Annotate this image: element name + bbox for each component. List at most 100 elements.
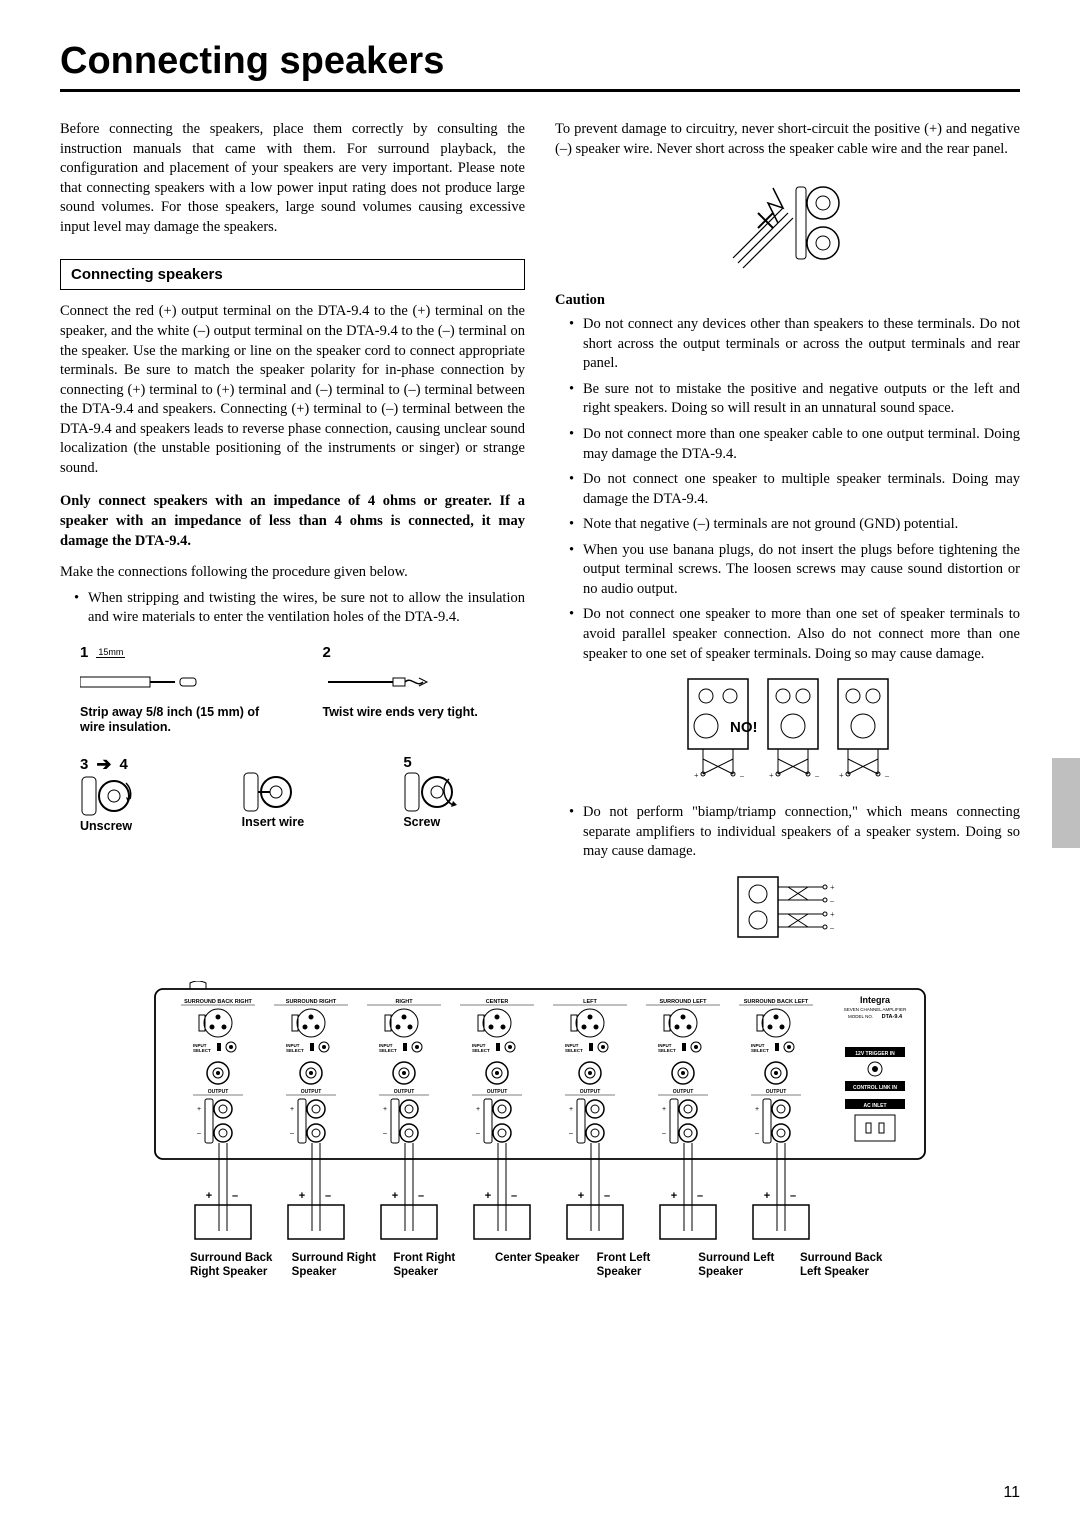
impedance-warning: Only connect speakers with an impedance … [60,492,525,551]
svg-text:+: + [485,1190,491,1202]
no-parallel-figure: NO! [555,674,1020,789]
step-3-figure [80,779,202,813]
svg-text:–: – [790,1190,796,1202]
step-5: 5 Screw [403,754,525,835]
model-no: DTA-9.4 [882,1014,903,1020]
svg-text:–: – [197,1130,201,1137]
svg-text:+: + [290,1106,294,1113]
speaker-labels-row: Surround Back Right Speaker Surround Rig… [190,1251,890,1280]
rear-panel-diagram: SURROUND BACK RIGHT INPUTSELECT OUTPUT +… [60,981,1020,1280]
svg-text:–: – [884,771,890,780]
svg-text:–: – [814,771,820,780]
svg-text:SELECT: SELECT [472,1048,490,1053]
svg-text:+: + [569,1106,573,1113]
procedure-bullet-list: When stripping and twisting the wires, b… [60,589,525,628]
channel-label: LEFT [583,999,597,1005]
section-heading-box: Connecting speakers [60,259,525,290]
svg-text:+: + [755,1106,759,1113]
svg-text:–: – [569,1130,573,1137]
svg-text:SELECT: SELECT [658,1048,676,1053]
svg-text:–: – [604,1190,610,1202]
step-1-figure [80,665,283,699]
step-2-number: 2 [323,644,331,661]
speaker-label: Center Speaker [495,1251,585,1280]
svg-text:–: – [829,923,835,932]
short-circuit-paragraph: To prevent damage to circuitry, never sh… [555,120,1020,159]
brand-label: Integra [860,995,891,1005]
two-column-layout: Before connecting the speakers, place th… [60,120,1020,961]
svg-text:SELECT: SELECT [379,1048,397,1053]
speaker-label: Front Left Speaker [597,1251,687,1280]
step-5-label: Screw [403,815,525,831]
caution-item: Do not connect one speaker to multiple s… [569,470,1020,509]
step-2-label: Twist wire ends very tight. [323,705,526,721]
side-index-tab [1052,758,1080,848]
channel-label: CENTER [486,999,509,1005]
model-no-label: MODEL NO. [848,1014,873,1019]
caution-item: Do not connect one speaker to more than … [569,605,1020,664]
step-1-annotation: 15mm [96,647,125,658]
step-3-label: Unscrew [80,819,202,835]
step-2-figure [323,665,526,699]
intro-paragraph: Before connecting the speakers, place th… [60,120,525,237]
svg-text:+: + [476,1106,480,1113]
svg-text:SELECT: SELECT [565,1048,583,1053]
short-circuit-figure [555,173,1020,278]
svg-text:+: + [383,1106,387,1113]
svg-text:OUTPUT: OUTPUT [394,1089,415,1095]
step-1-number: 1 [80,644,88,661]
svg-text:SELECT: SELECT [193,1048,211,1053]
svg-text:SELECT: SELECT [286,1048,304,1053]
svg-text:+: + [299,1190,305,1202]
channel-label: SURROUND BACK LEFT [744,999,809,1005]
right-column: To prevent damage to circuitry, never sh… [555,120,1020,961]
svg-text:–: – [511,1190,517,1202]
speaker-label: Surround Back Right Speaker [190,1251,280,1280]
procedure-bullet: When stripping and twisting the wires, b… [74,589,525,628]
svg-text:OUTPUT: OUTPUT [301,1089,322,1095]
step-4: . Insert wire [242,754,364,835]
step-3: 3 ➔ 4 Unscrew [80,754,202,835]
step-4-label: Insert wire [242,815,364,831]
speaker-label: Surround Back Left Speaker [800,1251,890,1280]
svg-text:–: – [755,1130,759,1137]
caution-list-a: Do not connect any devices other than sp… [555,315,1020,664]
svg-text:–: – [476,1130,480,1137]
svg-text:–: – [418,1190,424,1202]
procedure-intro: Make the connections following the proce… [60,563,525,583]
svg-text:–: – [383,1130,387,1137]
svg-text:–: – [697,1190,703,1202]
svg-text:+: + [671,1190,677,1202]
wire-steps: 1 15mm Strip away 5/8 inch (15 mm) of wi… [80,644,525,835]
svg-text:–: – [739,771,745,780]
svg-text:+: + [830,883,835,892]
svg-text:–: – [829,896,835,905]
svg-text:–: – [325,1190,331,1202]
caution-item: Do not perform "biamp/triamp connection,… [569,803,1020,862]
svg-text:OUTPUT: OUTPUT [673,1089,694,1095]
trigger-label: 12V TRIGGER IN [855,1051,895,1057]
arrow-icon: ➔ [96,754,111,775]
channel-label: RIGHT [395,999,413,1005]
svg-text:+: + [392,1190,398,1202]
svg-text:+: + [830,910,835,919]
step-5-figure [403,775,525,809]
svg-text:SELECT: SELECT [751,1048,769,1053]
left-column: Before connecting the speakers, place th… [60,120,525,961]
speaker-label: Surround Right Speaker [292,1251,382,1280]
caution-item: Be sure not to mistake the positive and … [569,380,1020,419]
svg-text:OUTPUT: OUTPUT [580,1089,601,1095]
channel-label: SURROUND LEFT [659,999,707,1005]
channel-label: SURROUND RIGHT [286,999,337,1005]
model-line: SEVEN CHANNEL AMPLIFIER [844,1007,907,1012]
svg-text:+: + [839,771,844,780]
step-2: 2 Twist wire ends very tight. [323,644,526,736]
step-4-number: 4 [119,756,127,773]
step-1: 1 15mm Strip away 5/8 inch (15 mm) of wi… [80,644,283,736]
caution-item: Do not connect any devices other than sp… [569,315,1020,374]
svg-text:–: – [290,1130,294,1137]
caution-item: When you use banana plugs, do not insert… [569,541,1020,600]
caution-list-b: Do not perform "biamp/triamp connection,… [555,803,1020,862]
speaker-label: Surround Left Speaker [698,1251,788,1280]
caution-item: Do not connect more than one speaker cab… [569,425,1020,464]
